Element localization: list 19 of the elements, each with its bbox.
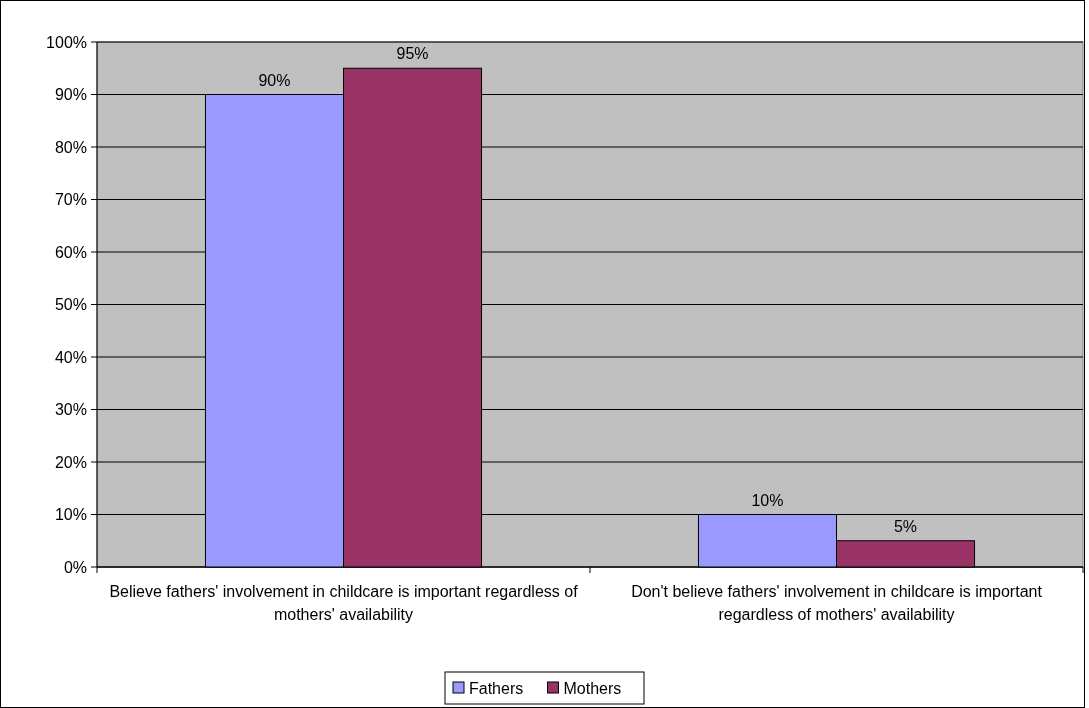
y-tick-label: 10% (54, 506, 87, 524)
y-tick-label: 0% (63, 558, 87, 576)
x-tick-label: Believe fathers' involvement in childcare is important regardless of mothers' availability (109, 583, 579, 623)
text: 10% (751, 491, 784, 509)
legend-label: Fathers (469, 679, 524, 697)
y-tick-label: 20% (54, 453, 87, 471)
text: 90% (258, 71, 291, 89)
text: 95% (396, 45, 429, 63)
y-tick-label: 60% (54, 243, 87, 261)
y-tick-label: 80% (54, 138, 87, 156)
legend-label: Mothers (563, 679, 622, 697)
y-tick-label: 50% (54, 296, 87, 314)
text: 5% (893, 517, 918, 535)
y-tick-label: 40% (54, 348, 87, 366)
x-tick-label: Don't believe fathers' involvement in childcare is important regardless of mothers' availability (631, 583, 1043, 623)
y-tick-label: 70% (54, 191, 87, 209)
y-tick-label: 100% (46, 33, 87, 51)
y-tick-label: 90% (54, 86, 87, 104)
y-tick-label: 30% (54, 401, 87, 419)
